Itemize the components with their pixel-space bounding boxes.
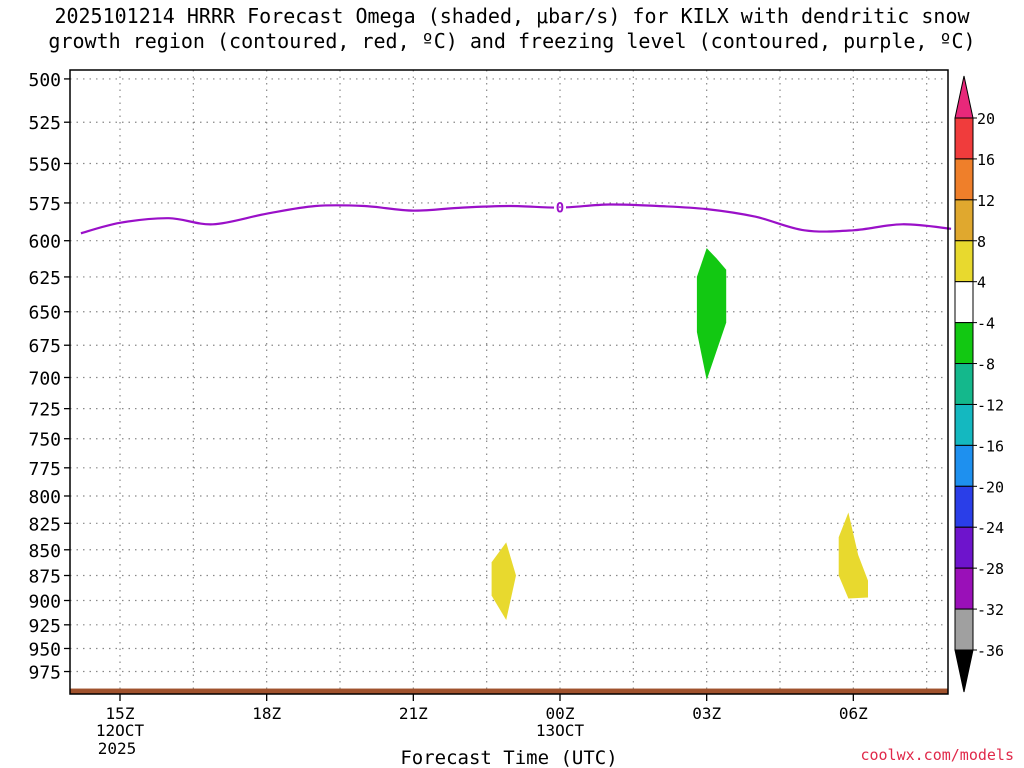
colorbar-label: 4 xyxy=(977,274,986,292)
x-tick-label: 00Z xyxy=(546,704,575,723)
x-tick-label: 06Z xyxy=(839,704,868,723)
colorbar-segment xyxy=(954,444,974,487)
y-tick-label: 500 xyxy=(28,70,61,91)
colorbar-label: -36 xyxy=(977,642,1004,660)
freezing-level-label-bg xyxy=(554,199,566,215)
colorbar-label: -16 xyxy=(977,437,1004,455)
omega-region xyxy=(491,542,516,620)
x-tick-date: 13OCT xyxy=(536,721,585,740)
colorbar-segment xyxy=(954,608,974,651)
title-line-2: growth region (contoured, red, ºC) and f… xyxy=(48,29,976,53)
y-tick-label: 800 xyxy=(28,487,61,508)
colorbar-label: -20 xyxy=(977,478,1004,496)
x-tick-label: 15Z xyxy=(106,704,135,723)
y-tick-label: 775 xyxy=(28,459,61,480)
colorbar-segment xyxy=(954,322,974,365)
y-tick-label: 575 xyxy=(28,194,61,215)
colorbar-segment xyxy=(954,403,974,446)
freezing-level-line xyxy=(80,203,952,235)
y-tick-label: 675 xyxy=(28,336,61,357)
y-tick-label: 600 xyxy=(28,232,61,253)
title-line-1: 2025101214 HRRR Forecast Omega (shaded, … xyxy=(54,4,970,28)
y-tick-label: 875 xyxy=(28,567,61,588)
y-tick-label: 700 xyxy=(28,368,61,389)
colorbar-label: -32 xyxy=(977,601,1004,619)
colorbar-label: -4 xyxy=(977,315,995,333)
plot-frame xyxy=(69,69,949,695)
colorbar-top-arrow xyxy=(954,75,974,119)
y-tick-label: 725 xyxy=(28,400,61,421)
y-tick-label: 525 xyxy=(28,113,61,134)
x-tick-year: 2025 xyxy=(98,739,137,758)
colorbar-segment xyxy=(954,363,974,405)
credit-link[interactable]: coolwx.com/models xyxy=(860,746,1014,764)
colorbar-segment xyxy=(954,526,974,569)
colorbar-label: -24 xyxy=(977,519,1004,537)
x-tick-date: 12OCT xyxy=(96,721,145,740)
chart-title: 2025101214 HRRR Forecast Omega (shaded, … xyxy=(0,4,1024,54)
colorbar-segment xyxy=(954,199,974,242)
omega-region xyxy=(696,248,727,380)
x-tick-label: 18Z xyxy=(252,704,281,723)
y-tick-label: 900 xyxy=(28,592,61,613)
omega-region xyxy=(838,512,868,599)
colorbar-label: -28 xyxy=(977,560,1004,578)
colorbar-label: 12 xyxy=(977,192,995,210)
surface-terrain xyxy=(70,688,948,694)
colorbar-label: 8 xyxy=(977,233,986,251)
colorbar-label: -12 xyxy=(977,396,1004,414)
y-tick-label: 850 xyxy=(28,541,61,562)
y-tick-label: 950 xyxy=(28,639,61,660)
y-tick-label: 750 xyxy=(28,430,61,451)
colorbar-label: 16 xyxy=(977,151,995,169)
y-tick-label: 975 xyxy=(28,663,61,684)
colorbar-segment xyxy=(954,158,974,201)
y-tick-label: 825 xyxy=(28,514,61,535)
colorbar-segment xyxy=(954,567,974,610)
colorbar-label: 20 xyxy=(977,110,995,128)
x-tick-label: 03Z xyxy=(692,704,721,723)
colorbar-segment xyxy=(954,117,974,160)
freezing-level-label: 0 xyxy=(556,201,564,217)
y-tick-label: 625 xyxy=(28,268,61,289)
colorbar-label: -8 xyxy=(977,356,995,374)
colorbar-segment xyxy=(954,485,974,528)
x-axis-label: Forecast Time (UTC) xyxy=(400,747,617,768)
y-tick-label: 650 xyxy=(28,303,61,324)
colorbar-segment xyxy=(954,281,974,324)
x-tick-label: 21Z xyxy=(399,704,428,723)
y-tick-label: 550 xyxy=(28,154,61,175)
colorbar-segment xyxy=(954,240,974,283)
colorbar-bottom-arrow xyxy=(954,649,974,693)
y-tick-label: 925 xyxy=(28,616,61,637)
